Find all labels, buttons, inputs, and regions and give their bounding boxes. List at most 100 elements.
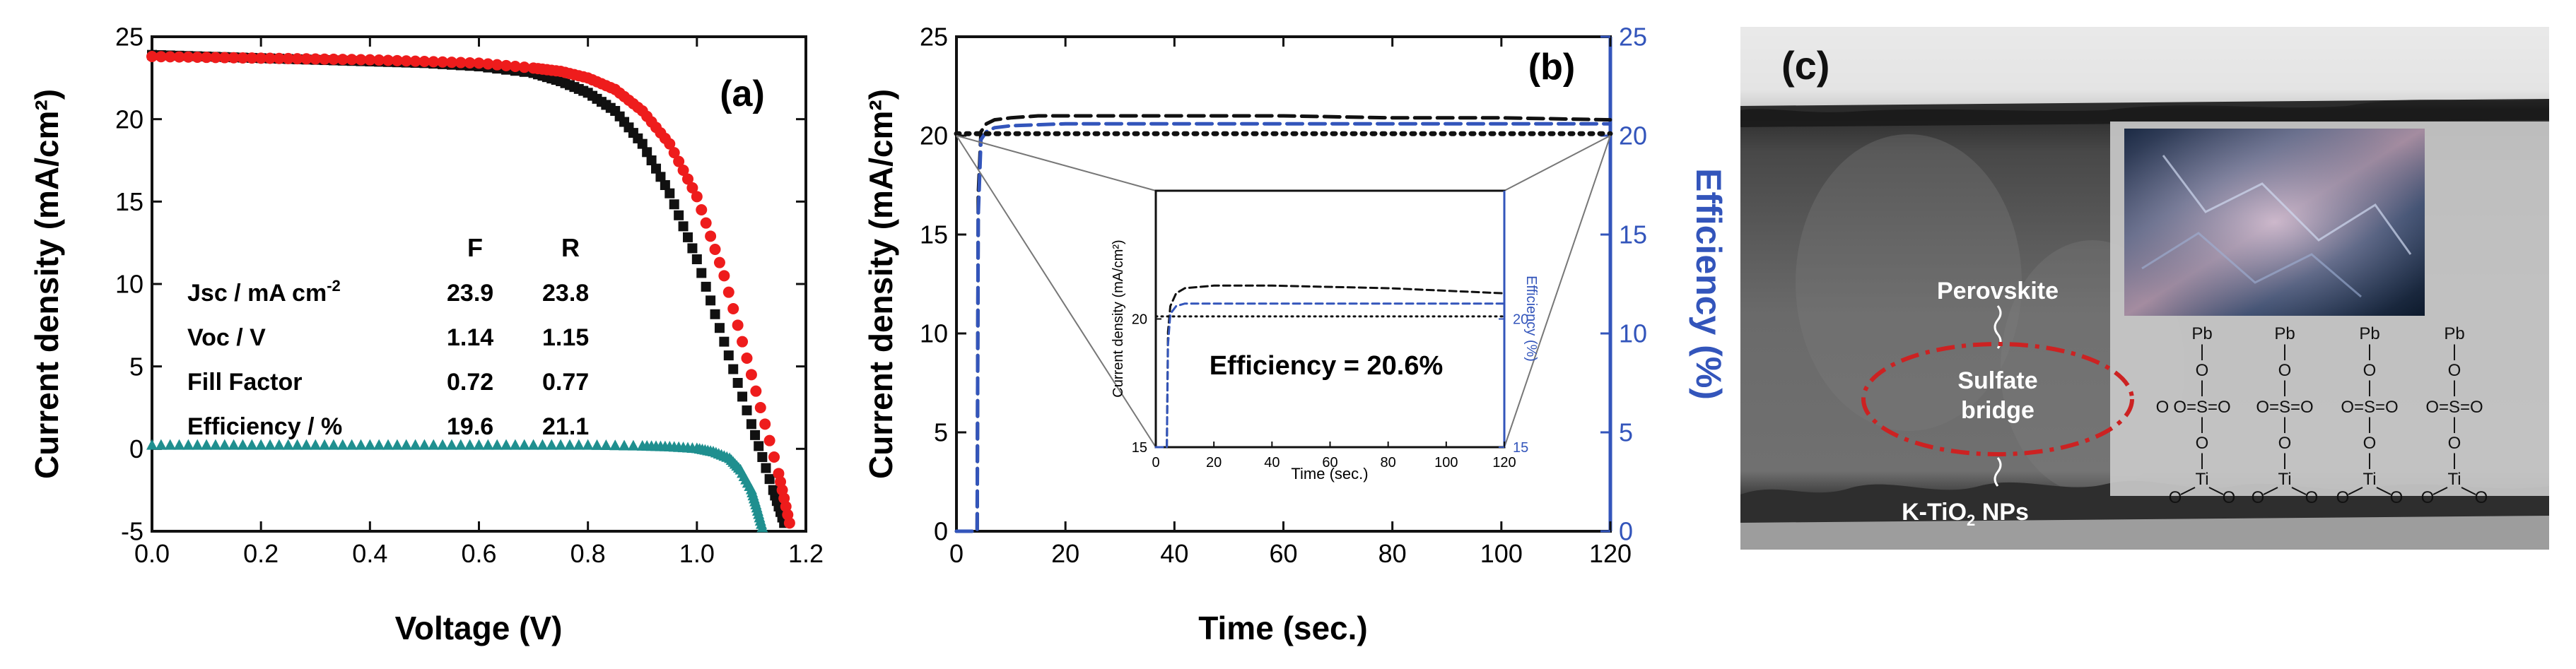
pb-atom: Pb — [2444, 324, 2464, 343]
substrate-layer — [1740, 516, 2549, 550]
bond: | — [2452, 378, 2457, 397]
data-point — [665, 188, 675, 199]
perovskite-grain — [1796, 134, 2022, 431]
table-row-label: Efficiency / % — [187, 413, 342, 440]
inset-y-axis-label: Current density (mA/cm²) — [1111, 239, 1126, 397]
crystal-facet — [2162, 155, 2412, 255]
sulfate-group: O=S=O — [2256, 398, 2313, 417]
y-tick-label: 10 — [920, 319, 948, 348]
data-point — [696, 268, 707, 278]
structure-column: Pb|O|O=S=O|O|TiO O — [2336, 324, 2404, 507]
data-series — [954, 114, 1613, 533]
x-tick-label: 0 — [1152, 455, 1159, 470]
table-cell-r: 0.77 — [542, 369, 589, 396]
data-point — [491, 59, 503, 71]
x-tick-label: 20 — [1051, 539, 1079, 568]
crystal-facet — [2141, 232, 2362, 298]
y-tick-label: 0 — [129, 434, 144, 463]
x-tick-label: 0.4 — [352, 539, 387, 568]
data-point — [627, 439, 639, 451]
data-point — [709, 244, 721, 255]
bond — [2291, 487, 2307, 495]
data-point — [409, 439, 421, 450]
series-3 — [146, 439, 768, 533]
x-tick-label: 100 — [1434, 455, 1458, 470]
data-point — [209, 439, 221, 450]
right-y-tick-label: 20 — [1513, 312, 1528, 328]
table-cell-r: 23.8 — [542, 280, 589, 307]
x-tick-label: 1.2 — [788, 539, 824, 568]
data-point — [164, 439, 176, 450]
axes: 0.0 0.2 0.4 0.6 0.8 1.0 1.2 -5 0 5 10 15 20 25 — [115, 23, 824, 568]
data-point — [754, 441, 764, 451]
data-point — [745, 369, 757, 381]
table-cell-f: 19.6 — [447, 413, 493, 440]
data-point — [218, 439, 230, 450]
data-point — [750, 385, 762, 397]
x-axis-label: Voltage (V) — [395, 610, 563, 646]
data-point — [155, 51, 167, 63]
x-tick-label: 80 — [1378, 539, 1407, 568]
data-point — [722, 286, 734, 298]
data-point — [319, 439, 331, 450]
y-tick-label: 0 — [934, 517, 948, 546]
data-point — [691, 191, 703, 203]
data-point — [727, 303, 739, 314]
table-cell-f: 0.72 — [447, 369, 493, 396]
data-point — [681, 173, 693, 185]
x-tick-label: 0.0 — [134, 539, 170, 568]
y-tick-label: 5 — [129, 352, 144, 381]
bond — [2208, 487, 2224, 495]
data-point — [346, 439, 358, 450]
bond: | — [2367, 342, 2372, 361]
data-point — [754, 402, 766, 413]
oxygen-atom: O — [2363, 361, 2377, 380]
data-point — [201, 439, 213, 450]
x-tick-label: 1.0 — [679, 539, 715, 568]
panel-label: (b) — [1528, 47, 1575, 88]
ti-atom: Ti — [2363, 470, 2376, 489]
data-point — [757, 452, 768, 462]
sulfate-group: O=S=O — [2173, 398, 2230, 417]
data-point — [669, 199, 679, 210]
data-point — [741, 353, 753, 364]
y-tick-label: 20 — [115, 105, 144, 134]
bond — [2432, 487, 2448, 495]
right-y-tick-label: 15 — [1513, 440, 1528, 456]
x-tick-label: 100 — [1480, 539, 1523, 568]
perovskite-photo-highlight — [2124, 129, 2425, 316]
bond: | — [2367, 415, 2372, 434]
data-point — [686, 182, 698, 194]
table-row-label-text: Fill Factor — [187, 369, 302, 396]
oxygen-atom: O — [2196, 361, 2209, 380]
data-point — [310, 439, 322, 450]
table-cell-r: 1.15 — [542, 324, 589, 351]
sulfate-group: O=S=O — [2341, 398, 2398, 417]
data-point — [500, 59, 513, 71]
y-axis-label: Current density (mA/cm²) — [28, 89, 65, 479]
data-point — [391, 439, 403, 450]
oxygen-atom: O — [2390, 488, 2404, 507]
data-point — [651, 163, 662, 174]
right-y-tick-label: 15 — [1619, 220, 1647, 249]
data-point — [228, 52, 240, 64]
data-point — [742, 405, 752, 415]
data-point — [209, 52, 221, 64]
data-point — [228, 439, 240, 450]
data-point — [637, 138, 648, 149]
data-point — [719, 336, 730, 347]
x-tick-label: 0.8 — [570, 539, 606, 568]
table-cell-r: 21.1 — [542, 413, 589, 440]
panel-c: (c) Perovskite Sulfate bridge K-TiO2 NPs… — [1740, 27, 2549, 550]
bond: | — [2283, 378, 2287, 397]
data-point — [700, 217, 712, 229]
inset-series-line-2 — [1154, 302, 1506, 449]
data-series — [146, 49, 795, 533]
data-point — [400, 55, 412, 67]
data-point — [418, 439, 431, 450]
x-tick-label: 0.6 — [461, 539, 496, 568]
data-point — [300, 53, 312, 65]
data-point — [146, 439, 158, 450]
